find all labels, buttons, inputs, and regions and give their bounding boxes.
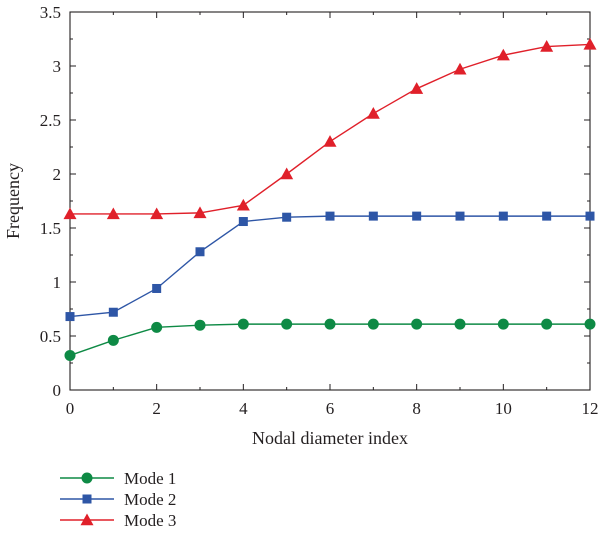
data-point <box>65 312 75 322</box>
data-point <box>64 349 76 361</box>
y-tick-label: 0 <box>53 381 62 400</box>
data-point <box>325 211 335 221</box>
x-tick-label: 12 <box>582 399 599 418</box>
data-point <box>106 207 120 220</box>
data-point <box>323 135 337 147</box>
y-tick-label: 3 <box>53 57 62 76</box>
data-point <box>238 217 248 227</box>
data-point <box>368 211 378 221</box>
data-point <box>540 40 554 52</box>
x-tick-label: 10 <box>495 399 512 418</box>
legend-item: Mode 1 <box>60 469 176 488</box>
data-point <box>583 37 597 50</box>
data-point <box>108 307 118 317</box>
data-series <box>63 37 597 361</box>
legend-item: Mode 3 <box>60 511 176 530</box>
x-axis-title: Nodal diameter index <box>252 428 408 448</box>
data-point <box>584 318 596 330</box>
series-line <box>70 43 591 215</box>
data-point <box>412 211 422 221</box>
data-point <box>585 211 595 221</box>
series-2 <box>65 211 595 322</box>
data-point <box>498 211 508 221</box>
data-point <box>497 318 509 330</box>
data-point <box>151 321 163 333</box>
series-3 <box>63 37 597 220</box>
data-point <box>411 318 423 330</box>
x-tick-label: 6 <box>326 399 335 418</box>
data-point <box>455 211 465 221</box>
data-point <box>63 207 77 220</box>
data-point <box>367 318 379 330</box>
legend-label: Mode 3 <box>124 511 176 530</box>
data-point <box>194 319 206 331</box>
data-point <box>410 82 424 94</box>
legend: Mode 1 Mode 2 Mode 3 <box>60 469 176 530</box>
axis-ticks <box>69 11 591 391</box>
data-point <box>150 207 164 220</box>
data-point <box>237 318 249 330</box>
plot-frame <box>69 11 591 391</box>
x-tick-label: 8 <box>412 399 421 418</box>
data-point <box>541 318 553 330</box>
data-point <box>454 318 466 330</box>
y-tick-label: 2 <box>53 165 62 184</box>
series-1 <box>64 318 596 361</box>
data-point <box>195 247 205 257</box>
data-point <box>107 334 119 346</box>
data-point <box>496 48 510 61</box>
data-point <box>453 62 467 75</box>
legend-marker <box>80 513 94 526</box>
legend-item: Mode 2 <box>60 490 176 509</box>
data-point <box>152 283 162 293</box>
legend-label: Mode 2 <box>124 490 176 509</box>
x-tick-label: 0 <box>66 399 75 418</box>
data-point <box>542 211 552 221</box>
data-point <box>281 318 293 330</box>
y-tick-label: 1.5 <box>40 219 61 238</box>
y-tick-label: 2.5 <box>40 111 61 130</box>
legend-label: Mode 1 <box>124 469 176 488</box>
data-point <box>324 318 336 330</box>
y-tick-label: 3.5 <box>40 3 61 22</box>
legend-marker <box>81 472 93 484</box>
y-tick-label: 0.5 <box>40 327 61 346</box>
x-tick-label: 2 <box>152 399 161 418</box>
data-point <box>282 212 292 222</box>
y-tick-label: 1 <box>53 273 62 292</box>
data-point <box>366 107 380 119</box>
tick-labels: 0 2 4 6 8 10 12 0 0.5 1 1.5 2 2.5 3 3.5 <box>40 3 599 418</box>
legend-marker <box>82 494 92 504</box>
plot-area <box>69 11 591 391</box>
x-tick-label: 4 <box>239 399 248 418</box>
data-point <box>236 198 250 211</box>
y-axis-title: Frequency <box>3 163 23 239</box>
series-line <box>69 215 590 318</box>
data-point <box>280 167 294 180</box>
data-point <box>193 206 207 219</box>
